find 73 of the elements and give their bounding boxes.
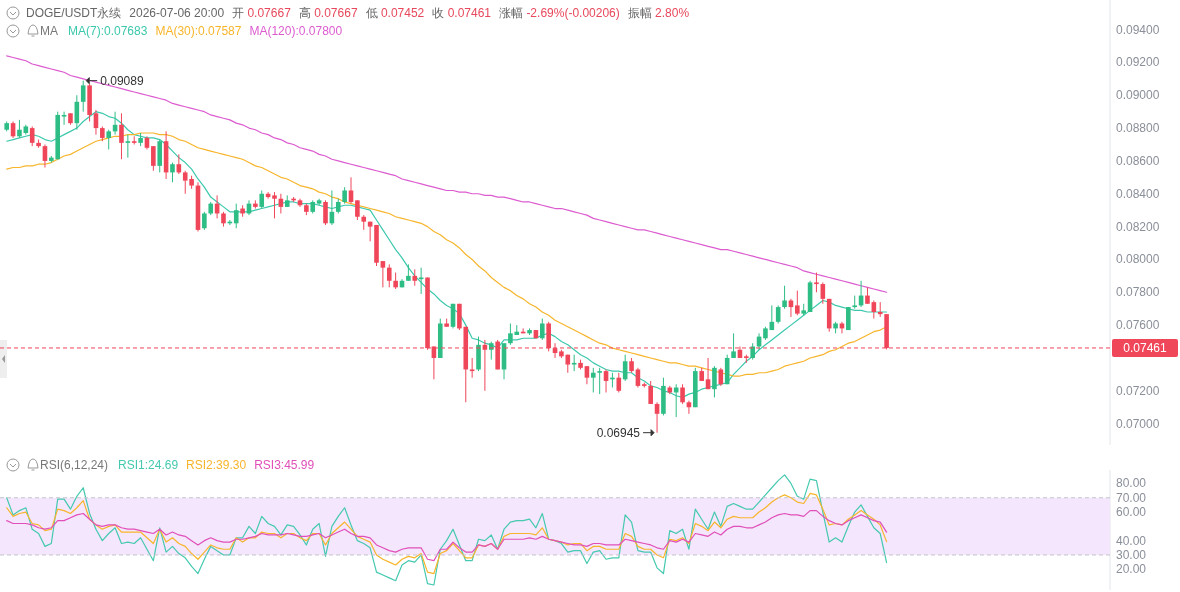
line-series [6, 55, 888, 293]
y-tick-label: 0.07000 [1116, 416, 1160, 431]
text: DOGE/USDT永续 [26, 6, 122, 20]
candlestick [795, 290, 800, 316]
legend-title: RSI(6,12,24) [40, 458, 109, 472]
candlestick [233, 203, 239, 229]
candlestick [80, 80, 86, 113]
y-tick-label: 60.00 [1116, 505, 1147, 520]
candlestick [788, 298, 794, 318]
legend-title: MA [40, 24, 58, 38]
y-tick-label: 0.08800 [1116, 121, 1160, 136]
candlestick [17, 119, 22, 139]
candlestick [386, 263, 392, 288]
y-tick-label: 0.07600 [1116, 318, 1160, 333]
candlestick [348, 176, 354, 205]
annotation: 0.06945 [596, 425, 641, 440]
candlestick [539, 318, 545, 341]
text: 2026-07-06 20:00 [129, 6, 225, 20]
candlestick [380, 260, 386, 288]
text: RSI2:39.30 [186, 458, 247, 472]
candlestick [648, 380, 653, 405]
candlestick [259, 189, 265, 210]
annotation: 高 0.07667 [298, 6, 358, 20]
y-tick-label: 70.00 [1116, 490, 1147, 505]
y-tick-label: 0.08400 [1116, 186, 1160, 201]
candlestick [590, 367, 596, 393]
annotation: 0.09089 [100, 73, 144, 88]
y-tick-label: 20.00 [1116, 562, 1147, 577]
annotation: 涨幅 -2.69%(-0.00206) [499, 6, 620, 20]
line-series [6, 510, 888, 562]
line-series [6, 492, 888, 575]
text: MA(120):0.07800 [249, 24, 343, 38]
y-tick-label: 0.08000 [1116, 252, 1160, 267]
annotation: 振幅 2.80% [627, 6, 690, 20]
y-tick-label: 0.07200 [1116, 383, 1160, 398]
y-tick-label: 0.07800 [1116, 285, 1160, 300]
candlestick [106, 129, 112, 150]
text: MA(7):0.07683 [68, 24, 148, 38]
candlestick [712, 365, 717, 398]
text: RSI1:24.69 [118, 458, 179, 472]
y-tick-label: 0.08600 [1116, 153, 1160, 168]
annotation: 开 0.07667 [232, 6, 292, 20]
y-tick-label: 0.09000 [1116, 88, 1160, 103]
y-tick-label: 40.00 [1116, 533, 1147, 548]
candlestick [814, 272, 819, 293]
candlestick [616, 372, 622, 393]
ref-line-label: 0.07461 [1123, 341, 1168, 356]
candlestick [584, 365, 590, 385]
y-tick-label: 80.00 [1116, 476, 1147, 491]
candlestick [597, 367, 602, 395]
y-tick-label: 0.09400 [1116, 22, 1160, 37]
candlestick [323, 199, 328, 226]
candlestick [469, 357, 475, 379]
line-series [6, 474, 888, 586]
candlestick [29, 125, 35, 147]
candlestick [170, 162, 175, 183]
candlestick [125, 134, 131, 159]
candlestick [119, 112, 124, 160]
y-tick-label: 0.09200 [1116, 55, 1160, 70]
candlestick [272, 191, 277, 219]
candlestick [731, 332, 736, 359]
candlestick [151, 145, 156, 172]
candlestick [782, 285, 787, 310]
candlestick [680, 383, 685, 405]
y-tick-label: 30.00 [1116, 547, 1147, 562]
candlestick [61, 111, 67, 126]
candlestick [355, 199, 360, 221]
annotation: 收 0.07461 [432, 6, 492, 20]
candlestick [202, 211, 207, 231]
text: MA(30):0.07587 [155, 24, 242, 38]
y-tick-label: 0.08200 [1116, 219, 1160, 234]
annotation: 低 0.07452 [365, 6, 425, 20]
text: RSI3:45.99 [254, 458, 315, 472]
